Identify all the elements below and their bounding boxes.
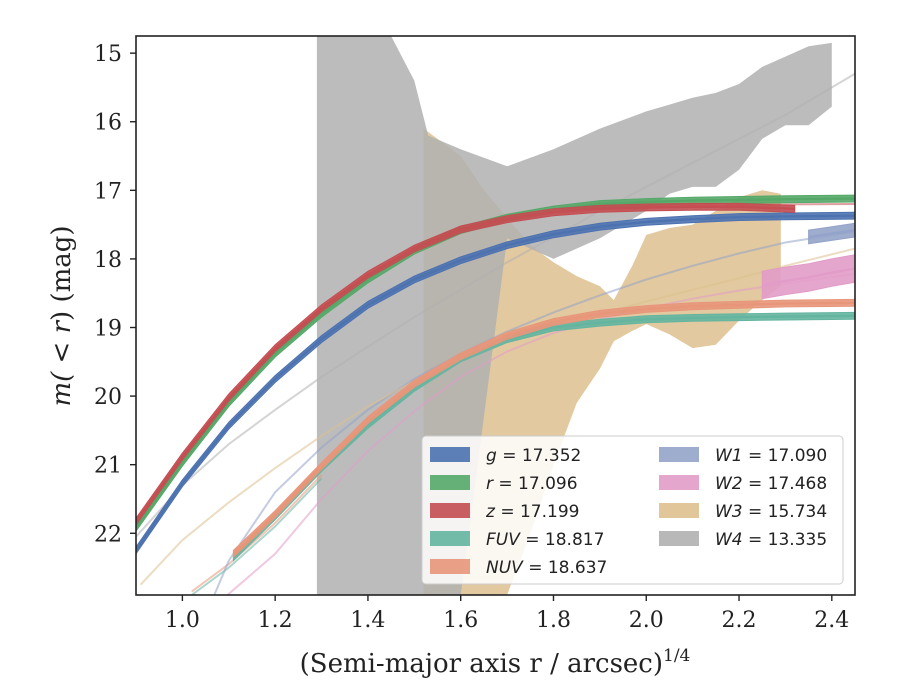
z-legend-label: z = 17.199 — [485, 502, 579, 522]
measured-layer — [136, 194, 855, 562]
fuv-legend-label: FUV = 18.817 — [486, 530, 604, 550]
y-axis-label: m( < r) (mag) — [47, 225, 77, 406]
nuv-model-curve — [191, 474, 323, 593]
x-axis-label: (Semi-major axis r / arcsec)1/4 — [300, 646, 691, 679]
w1-legend-label: W1 = 17.090 — [715, 446, 827, 466]
x-tick-label: 1.0 — [165, 608, 200, 633]
legend: g = 17.352 r = 17.096 z = 17.199 FUV = 18.8… — [421, 435, 844, 585]
w4-legend-swatch — [659, 531, 699, 546]
w4-legend-label: W4 = 13.335 — [715, 530, 827, 550]
z-measured-curve — [136, 205, 795, 523]
fuv-model-curve — [191, 477, 323, 595]
y-axis-label-m: m( — [47, 371, 77, 407]
w2-measured-curve — [761, 267, 855, 287]
x-tick-label: 2.4 — [814, 608, 849, 633]
w3-legend-label: W3 = 15.734 — [715, 502, 827, 522]
y-axis: 15 16 17 18 19 20 21 22 — [94, 42, 136, 547]
z-legend-swatch — [430, 503, 470, 518]
w2-legend-label: W2 = 17.468 — [715, 474, 827, 494]
legend-box — [421, 435, 844, 585]
x-axis-label-main: (Semi-major axis r / arcsec) — [300, 649, 663, 679]
g-legend-swatch — [430, 447, 470, 462]
x-axis-label-exponent: 1/4 — [663, 646, 690, 666]
y-tick-label: 20 — [94, 385, 122, 410]
y-tick-label: 18 — [94, 248, 122, 273]
y-axis-label-unit: ) (mag) — [47, 225, 77, 321]
g-legend-label: g = 17.352 — [486, 446, 581, 466]
x-tick-label: 2.2 — [722, 608, 757, 633]
x-tick-label: 2.0 — [629, 608, 664, 633]
x-tick-label: 1.8 — [536, 608, 571, 633]
r-legend-label: r = 17.096 — [486, 474, 578, 494]
w1-legend-swatch — [659, 447, 699, 462]
w1-measured-curve — [808, 228, 855, 239]
z-measured-band — [136, 202, 796, 526]
y-tick-label: 16 — [94, 111, 122, 136]
fuv-legend-swatch — [430, 531, 470, 546]
x-axis: 1.0 1.2 1.4 1.6 1.8 2.0 2.2 2.4 — [165, 595, 849, 633]
r-legend-swatch — [430, 475, 470, 490]
w3-legend-swatch — [659, 503, 699, 518]
x-tick-label: 1.6 — [443, 608, 478, 633]
nuv-legend-swatch — [430, 559, 470, 574]
y-tick-label: 21 — [94, 454, 122, 479]
y-axis-label-r: < r — [47, 319, 77, 371]
w2-model-curve — [225, 273, 855, 595]
nuv-measured-curve — [232, 301, 855, 555]
y-tick-label: 17 — [94, 179, 122, 204]
y-tick-label: 15 — [94, 42, 122, 67]
w1-model-curve — [213, 230, 855, 595]
w4-model-curve — [136, 72, 855, 538]
nuv-legend-label: NUV = 18.637 — [486, 558, 607, 578]
x-tick-label: 1.4 — [350, 608, 385, 633]
plot-frame — [135, 35, 856, 596]
g-measured-band — [136, 211, 855, 555]
y-tick-label: 19 — [94, 317, 122, 342]
x-tick-label: 1.2 — [258, 608, 293, 633]
y-tick-label: 22 — [94, 522, 122, 547]
nuv-measured-band — [232, 298, 855, 559]
g-measured-curve — [136, 214, 855, 552]
w2-legend-swatch — [659, 475, 699, 490]
